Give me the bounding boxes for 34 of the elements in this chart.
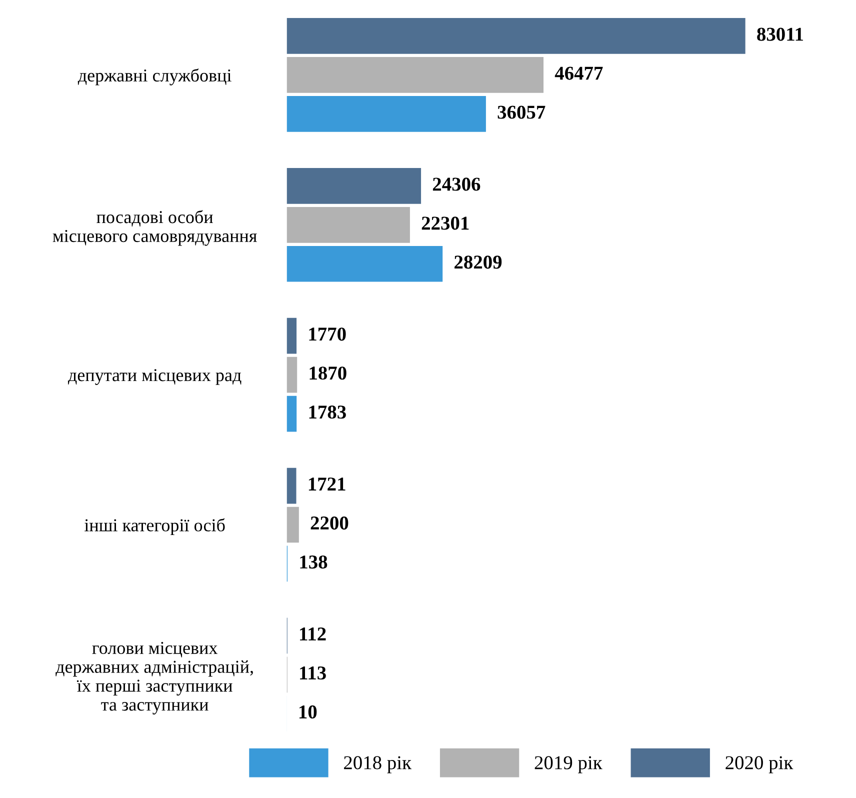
data-label: 112 [300,627,326,640]
data-label: 24306 [432,178,480,191]
y-tick-label: депутати місцевих рад [68,369,242,385]
data-label: 36057 [498,106,546,119]
data-label: 1770 [309,328,346,341]
bar [286,206,410,243]
data-label: 1783 [309,406,346,419]
bar [286,356,298,393]
data-label: 2200 [310,516,348,530]
bar [286,318,297,354]
legend-label: 2019 рік [534,756,602,774]
data-label: 113 [300,666,326,680]
data-label: 22301 [422,216,469,230]
data-label: 1721 [308,478,346,490]
bar [286,168,422,204]
y-tick-label: голови місцевих державних адміністрацій, їх перші заступники та заступники [56,642,253,714]
bar [286,57,544,93]
data-label: 46477 [554,66,603,80]
bar [286,96,486,132]
data-label: 10 [299,705,317,719]
legend-label: 2018 рік [344,756,412,774]
y-tick-label: інші категорії осіб [84,518,225,536]
bar [286,468,296,504]
bar [286,18,746,54]
data-label: 1870 [310,366,346,380]
data-label: 138 [300,555,328,569]
y-tick-label: державні службовці [78,68,232,86]
bar [286,506,299,543]
y-tick-label: посадові особи місцевого самоврядування [52,210,257,246]
bar [286,246,443,282]
bar [286,396,297,432]
legend-label: 2020 рік [726,756,794,774]
data-label: 28209 [454,256,502,269]
data-label: 83011 [757,28,803,41]
